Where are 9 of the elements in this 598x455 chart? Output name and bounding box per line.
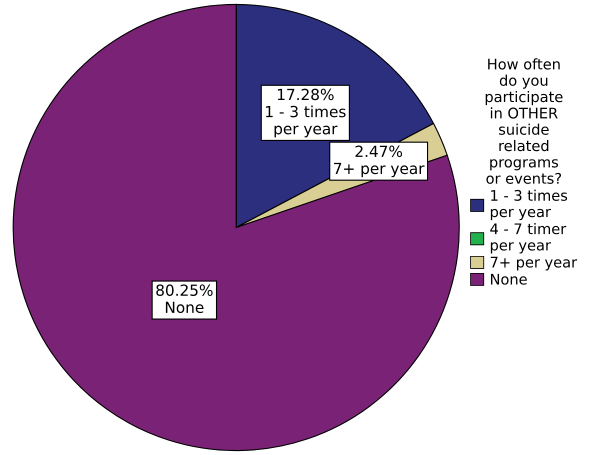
data-label: 2.47% 7+ per year [334,146,424,178]
data-label: 80.25% None [156,284,213,314]
legend-label: 1 - 3 times per year [490,190,568,220]
legend-label: 4 - 7 timer per year [490,222,566,254]
pie-slice [12,4,460,452]
data-label: 17.28% 1 - 3 times per year [266,88,346,138]
legend-label: 7+ per year [490,256,578,270]
legend-label: None [490,274,527,285]
legend-title: How often do you participate in OTHER suicide related programs or events? [486,58,563,184]
